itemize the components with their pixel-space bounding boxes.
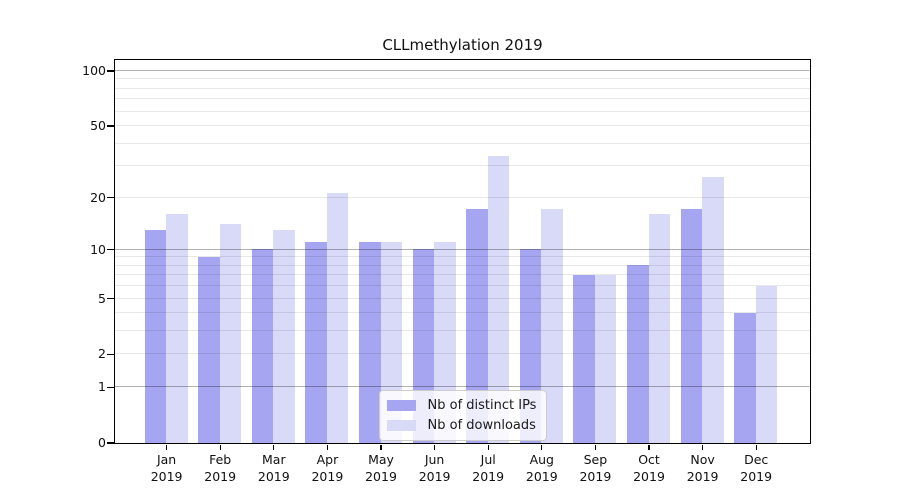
legend: Nb of distinct IPs Nb of downloads <box>378 389 548 441</box>
minor-gridline-80 <box>114 87 810 89</box>
minor-gridline-5 <box>114 297 810 299</box>
bar-distinct-ips-apr <box>305 242 327 443</box>
bar-distinct-ips-sep <box>573 274 595 443</box>
plot-area: Nb of distinct IPs Nb of downloads <box>113 58 811 444</box>
legend-item-downloads: Nb of downloads <box>386 417 537 433</box>
x-tick-mark-jan <box>166 444 168 450</box>
y-tick-mark-10 <box>106 249 114 251</box>
x-tick-label-sep: Sep 2019 <box>579 452 612 484</box>
major-gridline-100 <box>114 69 810 71</box>
y-tick-label-2: 2 <box>98 346 106 362</box>
minor-gridline-20 <box>114 196 810 198</box>
x-tick-mark-jul <box>487 444 489 450</box>
x-tick-label-jan: Jan 2019 <box>150 452 183 484</box>
x-tick-label-feb: Feb 2019 <box>204 452 237 484</box>
x-tick-mark-nov <box>702 444 704 450</box>
y-tick-label-5: 5 <box>98 290 106 306</box>
bar-distinct-ips-nov <box>680 209 703 443</box>
x-tick-label-nov: Nov 2019 <box>686 452 719 484</box>
bar-distinct-ips-mar <box>251 249 274 443</box>
y-tick-mark-5 <box>106 297 114 300</box>
bar-downloads-aug <box>541 209 563 443</box>
bar-downloads-mar <box>273 229 295 443</box>
minor-gridline-8 <box>114 264 810 266</box>
y-tick-mark-0 <box>106 442 114 444</box>
minor-gridline-90 <box>114 78 810 80</box>
y-tick-mark-50 <box>106 125 114 127</box>
bar-downloads-feb <box>219 224 242 443</box>
minor-gridline-60 <box>114 110 810 112</box>
x-tick-label-apr: Apr 2019 <box>311 452 344 484</box>
bar-distinct-ips-may <box>359 242 381 443</box>
bar-distinct-ips-oct <box>627 265 649 443</box>
minor-gridline-6 <box>114 285 810 287</box>
x-tick-label-may: May 2019 <box>365 452 397 484</box>
x-tick-label-oct: Oct 2019 <box>633 452 665 484</box>
bar-downloads-apr <box>326 193 349 443</box>
x-tick-label-aug: Aug 2019 <box>525 452 558 484</box>
x-tick-mark-apr <box>326 444 328 450</box>
chart-title: CLLmethylation 2019 <box>382 36 543 54</box>
bar-distinct-ips-jan <box>144 229 167 443</box>
bar-distinct-ips-jul <box>466 209 488 443</box>
x-tick-mark-mar <box>273 444 275 450</box>
y-tick-label-0: 0 <box>98 435 106 450</box>
bar-downloads-jan <box>166 214 188 443</box>
x-tick-label-jun: Jun 2019 <box>418 452 451 484</box>
minor-gridline-50 <box>114 125 810 127</box>
bar-distinct-ips-dec <box>734 312 756 443</box>
y-tick-label-20: 20 <box>90 189 106 205</box>
minor-gridline-70 <box>114 98 810 100</box>
minor-gridline-7 <box>114 274 810 276</box>
bar-downloads-nov <box>702 176 724 443</box>
x-tick-label-jul: Jul 2019 <box>472 452 505 484</box>
bar-distinct-ips-feb <box>198 256 220 443</box>
y-tick-label-100: 100 <box>82 62 106 78</box>
y-tick-mark-100 <box>106 70 114 72</box>
x-tick-mark-feb <box>219 444 221 450</box>
x-tick-mark-aug <box>541 444 543 450</box>
minor-gridline-40 <box>114 142 810 144</box>
y-tick-mark-20 <box>106 196 114 199</box>
minor-gridline-30 <box>114 165 810 167</box>
y-tick-label-50: 50 <box>90 118 106 134</box>
x-tick-mark-may <box>380 444 382 450</box>
x-tick-mark-oct <box>648 444 650 450</box>
major-gridline-10 <box>114 248 810 250</box>
y-tick-mark-2 <box>106 353 114 356</box>
bar-downloads-dec <box>755 285 778 443</box>
x-tick-label-mar: Mar 2019 <box>257 452 290 484</box>
minor-gridline-3 <box>114 330 810 332</box>
legend-item-distinct-ips: Nb of distinct IPs <box>386 397 537 413</box>
y-tick-mark-1 <box>106 386 114 388</box>
y-tick-label-10: 10 <box>90 241 106 257</box>
x-tick-mark-dec <box>755 444 757 450</box>
x-tick-mark-sep <box>594 444 596 450</box>
bar-downloads-jul <box>487 155 510 443</box>
minor-gridline-2 <box>114 353 810 355</box>
legend-label-distinct-ips: Nb of distinct IPs <box>427 397 537 413</box>
x-tick-label-dec: Dec 2019 <box>740 452 773 484</box>
x-tick-mark-jun <box>434 444 436 450</box>
minor-gridline-9 <box>114 256 810 258</box>
legend-label-downloads: Nb of downloads <box>427 417 536 433</box>
major-gridline-1 <box>114 386 810 388</box>
bar-downloads-sep <box>594 274 617 443</box>
legend-swatch-distinct-ips-icon <box>386 399 416 411</box>
y-tick-label-1: 1 <box>98 379 106 395</box>
minor-gridline-4 <box>114 312 810 314</box>
legend-swatch-downloads-icon <box>386 419 416 431</box>
bar-downloads-oct <box>648 214 670 443</box>
